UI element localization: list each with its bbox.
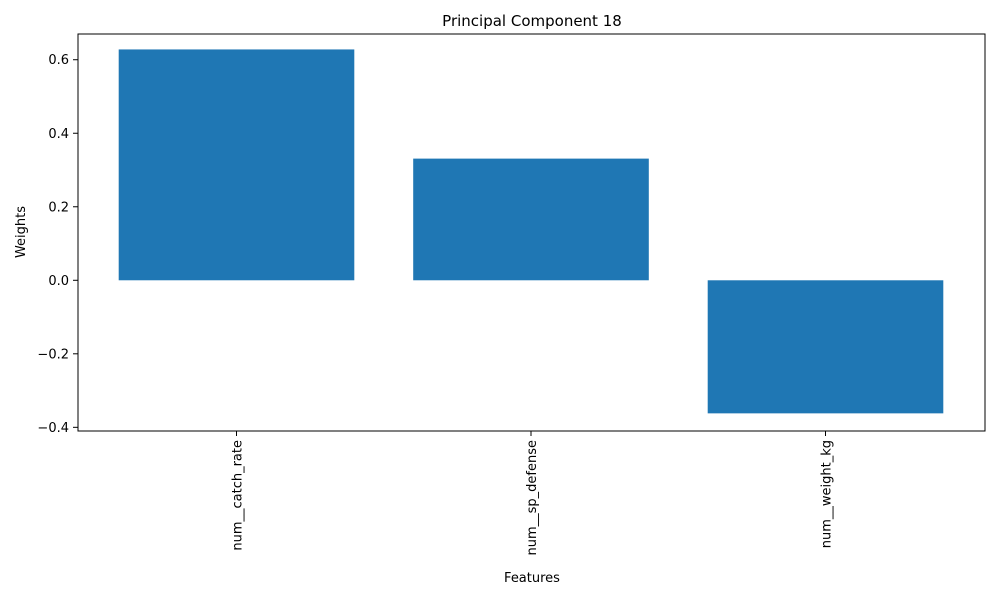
- bar-num__catch_rate: [118, 49, 355, 281]
- y-tick-label: 0.2: [48, 200, 69, 215]
- x-tick-label: num__catch_rate: [231, 440, 246, 551]
- y-tick-label: 0.6: [48, 53, 69, 68]
- y-axis: 0.6 0.4 0.2 0.0 −0.2 −0.4: [37, 53, 78, 436]
- y-tick-label: 0.0: [48, 274, 69, 289]
- y-axis-label: Weights: [14, 206, 29, 258]
- y-tick-label: −0.4: [37, 421, 69, 436]
- x-tick-label: num__sp_defense: [525, 440, 540, 556]
- bar-num__sp_defense: [413, 158, 649, 281]
- y-tick-label: 0.4: [48, 127, 69, 142]
- x-axis-label: Features: [504, 571, 560, 586]
- bars-group: [118, 49, 944, 414]
- x-axis: num__catch_rate num__sp_defense num__weigh…: [231, 431, 835, 556]
- chart-title: Principal Component 18: [442, 12, 622, 30]
- bar-num__weight_kg: [707, 280, 944, 414]
- y-tick-label: −0.2: [37, 347, 69, 362]
- x-tick-label: num__weight_kg: [820, 440, 835, 548]
